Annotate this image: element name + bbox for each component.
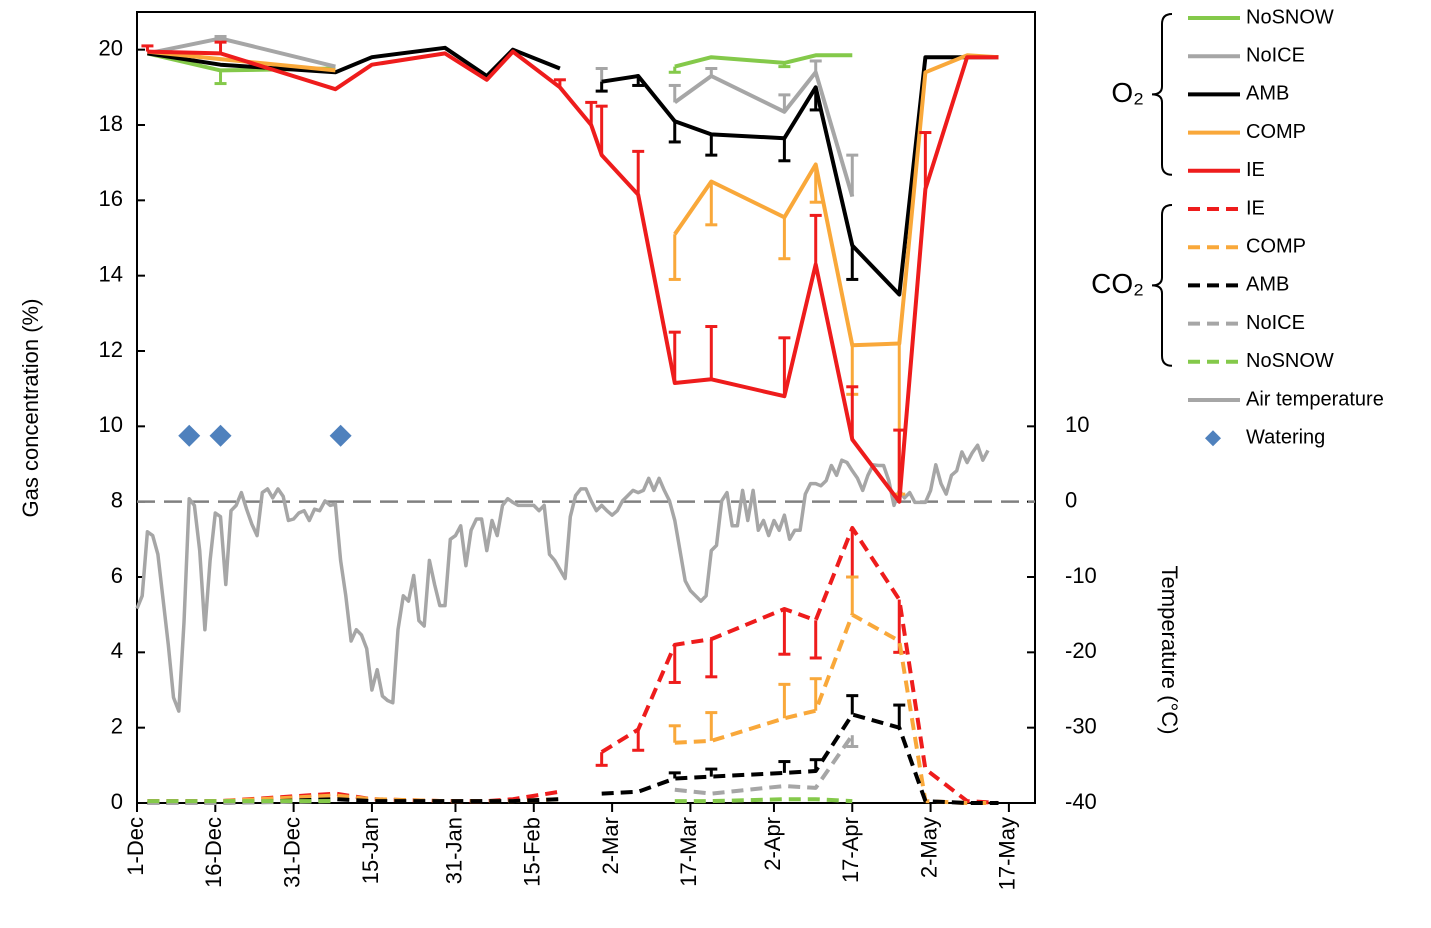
y-axis-title: Gas concentration (%) (18, 299, 43, 518)
temperature-line (135, 443, 990, 713)
legend-label: Watering (1246, 426, 1325, 448)
y-tick-label: 18 (99, 111, 123, 136)
legend-group-label: CO₂ (1091, 268, 1144, 299)
y2-axis-title: Temperature (°C) (1157, 566, 1182, 735)
y2-tick-label: -40 (1065, 789, 1097, 814)
x-tick-label: 2-Apr (760, 817, 785, 871)
x-tick-label: 1-Dec (123, 817, 148, 876)
x-tick-label: 31-Dec (279, 817, 304, 888)
x-tick-label: 2-May (916, 817, 941, 878)
x-tick-label: 17-May (995, 817, 1020, 890)
y2-tick-label: -20 (1065, 638, 1097, 663)
y-tick-label: 10 (99, 412, 123, 437)
legend-label: NoSNOW (1246, 350, 1334, 372)
y-tick-label: 12 (99, 337, 123, 362)
legend-label: NoICE (1246, 312, 1305, 334)
y2-tick-label: 10 (1065, 412, 1089, 437)
legend-marker (1205, 430, 1221, 447)
series-line (147, 49, 999, 504)
series-line (147, 797, 853, 804)
legend-group-label: O₂ (1111, 77, 1144, 108)
x-tick-label: 31-Jan (441, 817, 466, 884)
y-tick-label: 20 (99, 35, 123, 60)
series-line (147, 712, 999, 805)
legend-label: AMB (1246, 274, 1289, 296)
y-tick-label: 6 (111, 563, 123, 588)
legend-label: NoICE (1246, 44, 1305, 66)
y-tick-label: 4 (111, 638, 123, 663)
series-line (147, 49, 999, 348)
y-tick-label: 14 (99, 261, 123, 286)
watering-marker (209, 424, 232, 447)
y-tick-label: 16 (99, 186, 123, 211)
y-tick-label: 0 (111, 789, 123, 814)
x-tick-label: 17-Apr (838, 817, 863, 883)
legend-brace (1151, 204, 1173, 367)
y2-tick-label: -30 (1065, 713, 1097, 738)
y-tick-label: 2 (111, 713, 123, 738)
watering-marker (329, 424, 352, 447)
legend-label: IE (1246, 197, 1265, 219)
legend-brace (1151, 13, 1173, 176)
legend-label: COMP (1246, 235, 1306, 257)
x-tick-label: 16-Dec (201, 817, 226, 888)
series-line (147, 526, 999, 805)
x-tick-label: 15-Jan (358, 817, 383, 884)
plot-frame (136, 11, 1036, 804)
legend-label: NoSNOW (1246, 6, 1334, 28)
watering-marker (178, 424, 201, 447)
x-tick-label: 15-Feb (520, 817, 545, 887)
y2-tick-label: -10 (1065, 563, 1097, 588)
legend-label: COMP (1246, 121, 1306, 143)
y-tick-label: 8 (111, 487, 123, 512)
x-tick-label: 17-Mar (676, 817, 701, 887)
legend-label: Air temperature (1246, 388, 1384, 410)
legend-label: IE (1246, 159, 1265, 181)
series-line (147, 45, 999, 297)
series-line (147, 612, 999, 805)
y2-tick-label: 0 (1065, 487, 1077, 512)
x-tick-label: 2-Mar (598, 817, 623, 874)
series-line (147, 734, 854, 805)
legend-label: AMB (1246, 83, 1289, 105)
